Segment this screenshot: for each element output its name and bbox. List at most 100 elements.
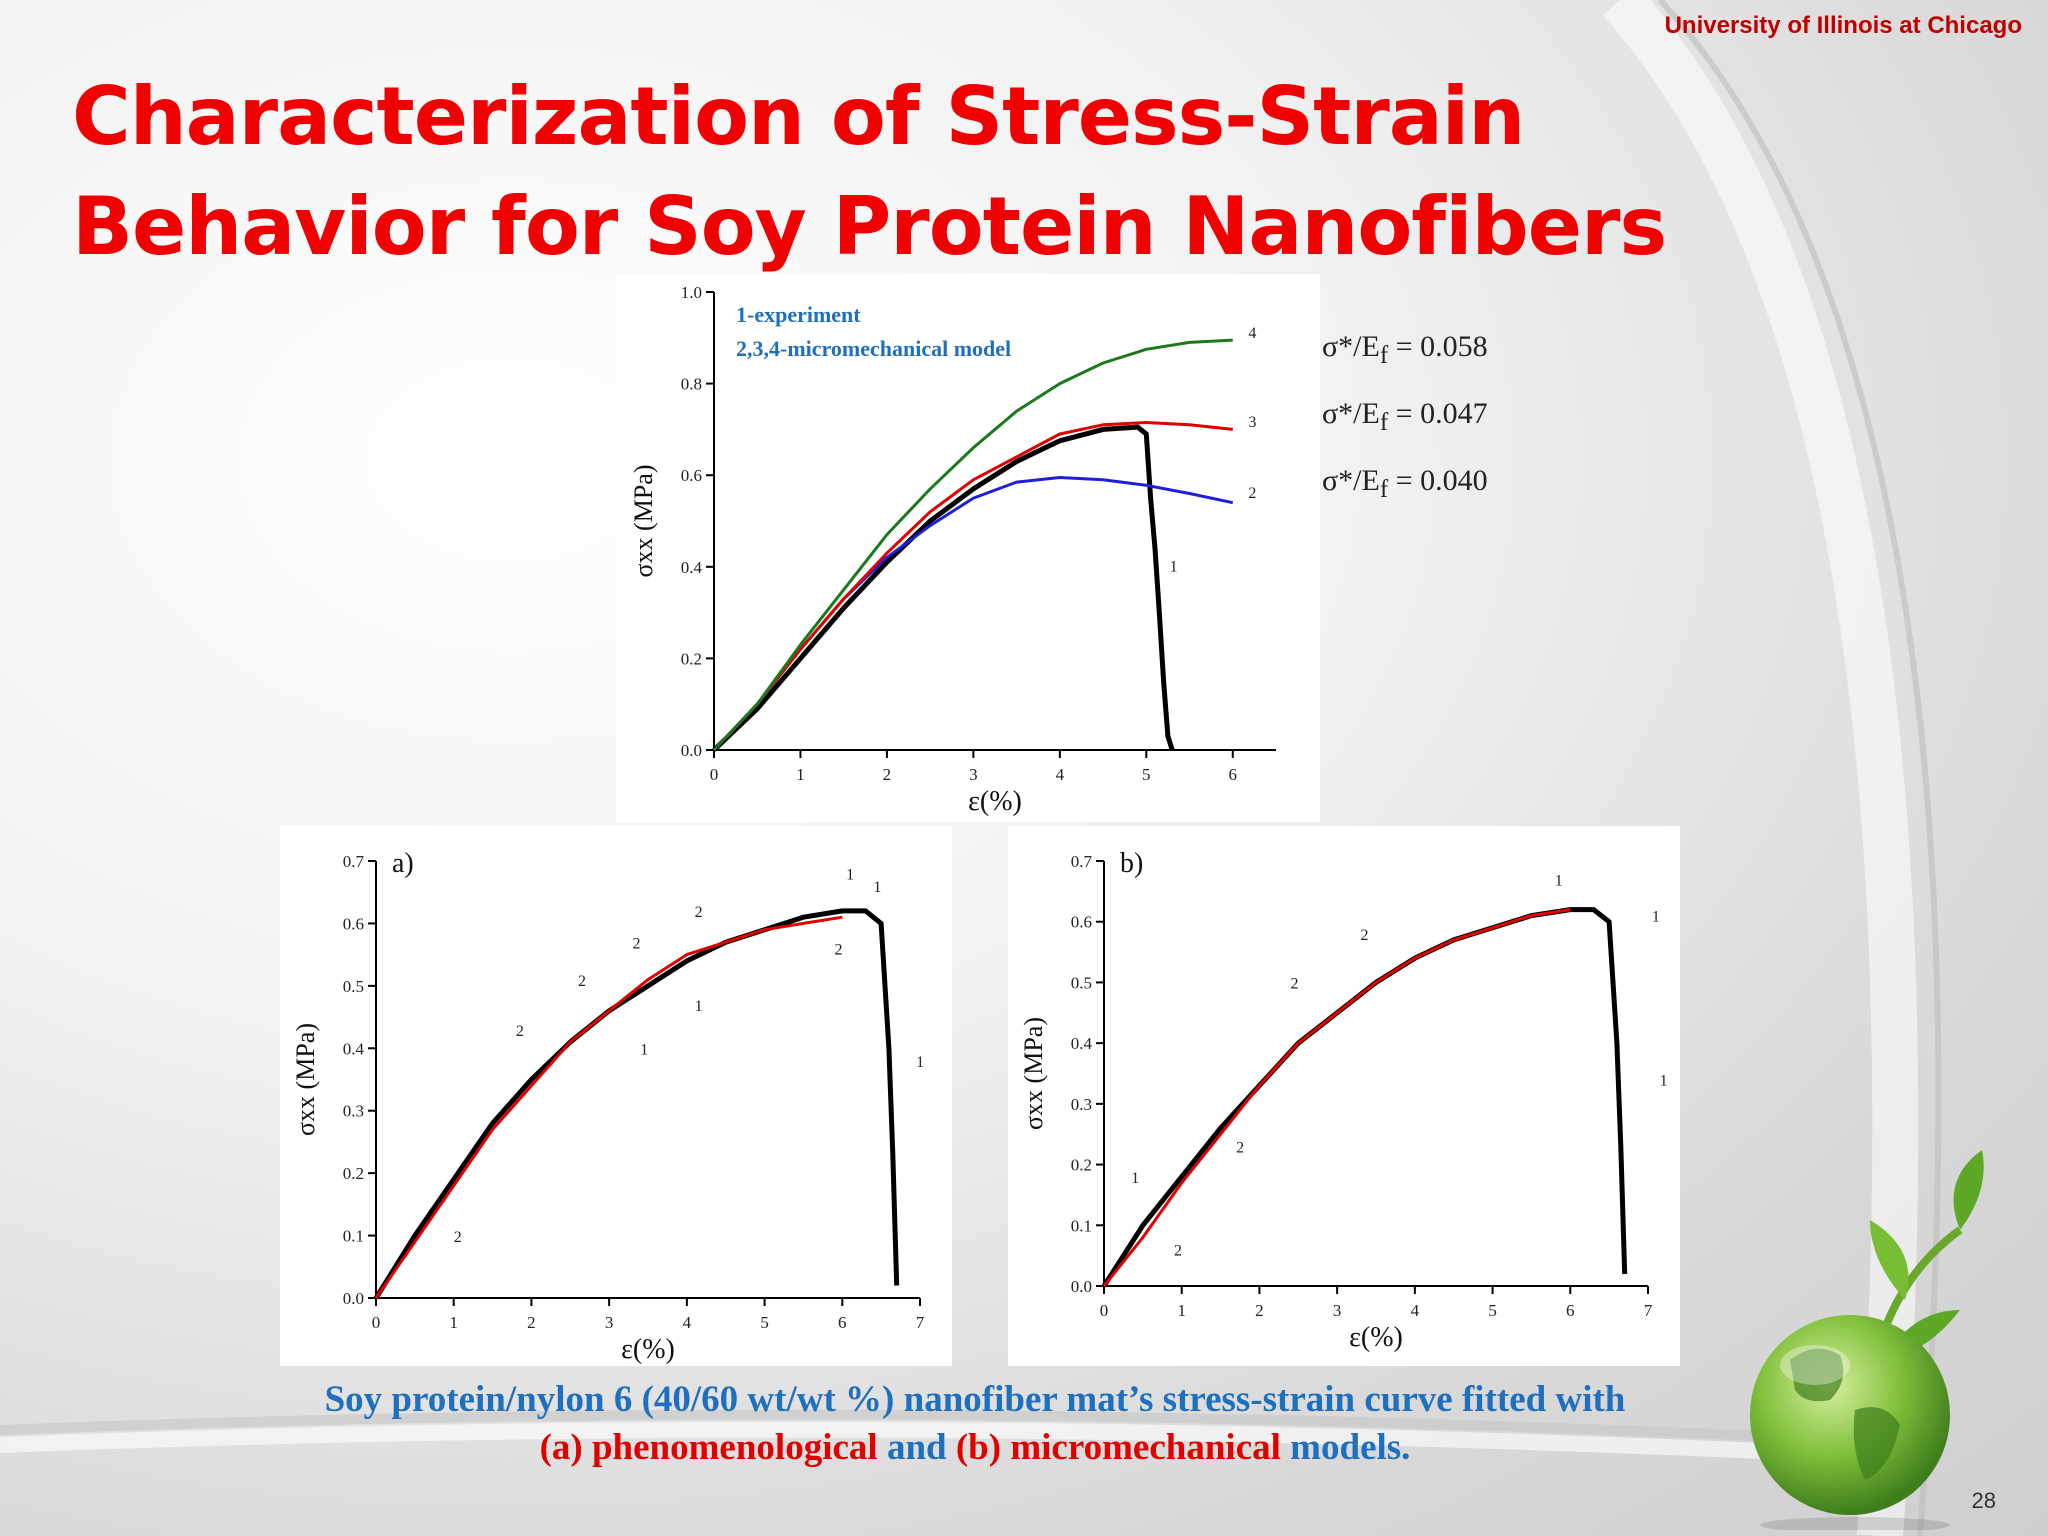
curve-label: 2 (454, 1229, 462, 1246)
globe-plant-icon (1750, 1150, 1984, 1530)
x-tick-label: 6 (838, 1313, 847, 1332)
series-2-line (374, 915, 843, 1299)
page-number: 28 (1971, 1488, 1996, 1513)
y-tick-label: 0.6 (681, 466, 702, 485)
y-tick-label: 0.4 (681, 558, 703, 577)
chart-top-panel: 0 1 2 3 4 5 6 0.0 0.2 0.4 0.6 0.8 1.0 ε(%) σxx (MPa) 1-… (616, 274, 1320, 822)
y-tick-label: 1.0 (681, 283, 702, 302)
y-tick-label: 0.2 (343, 1164, 364, 1183)
x-axis-label: ε(%) (621, 1334, 675, 1365)
y-axis-label: σxx (MPa) (1019, 1017, 1048, 1130)
panel-label-a: a) (392, 848, 414, 879)
x-tick-label: 1 (449, 1313, 458, 1332)
chart-b: 0 1 2 3 4 5 6 7 0.0 0.1 0.2 0.3 0.4 0.5 0.6 0.7 ε(%) σxx … (1019, 848, 1668, 1353)
series-2-line (712, 476, 1234, 752)
series-1-line (1101, 907, 1628, 1288)
caption-models: models. (1280, 1427, 1411, 1468)
x-tick-label: 6 (1566, 1301, 1575, 1320)
equation-2: σ*/Ef = 0.047 (1322, 397, 1488, 436)
legend-item-1: 1-experiment (736, 302, 861, 327)
y-tick-label: 0.7 (1071, 852, 1093, 871)
x-axis-label: ε(%) (968, 786, 1022, 817)
y-tick-label: 0.2 (681, 649, 702, 668)
caption-line-1: Soy protein/nylon 6 (40/60 wt/wt %) nano… (324, 1379, 1626, 1420)
title-line-2: Behavior for Soy Protein Nanofibers (72, 180, 1667, 273)
x-tick-label: 0 (372, 1313, 381, 1332)
curve-label: 2 (578, 973, 586, 990)
curve-label: 4 (1248, 325, 1256, 342)
curve-label: 2 (1291, 976, 1299, 993)
y-tick-label: 0.5 (343, 977, 364, 996)
y-tick-label: 0.0 (681, 741, 702, 760)
series-2-line (1102, 908, 1571, 1287)
series-1-line (712, 424, 1175, 752)
title-line-1: Characterization of Stress-Strain (72, 70, 1525, 163)
curve-label: 1 (640, 1042, 648, 1059)
curve-label: 1 (1170, 558, 1178, 575)
caption-line-2: (a) phenomenological and (b) micromechan… (270, 1424, 1680, 1472)
slide-title: Characterization of Stress-Strain Behavi… (72, 62, 1667, 282)
y-tick-label: 0.1 (343, 1227, 364, 1246)
x-tick-label: 7 (916, 1313, 925, 1332)
x-tick-label: 3 (1333, 1301, 1342, 1320)
x-tick-label: 2 (527, 1313, 536, 1332)
series-3-line (712, 421, 1233, 752)
y-axis-label: σxx (MPa) (291, 1023, 320, 1136)
curve-label: 1 (1660, 1073, 1668, 1090)
y-tick-label: 0.8 (681, 375, 702, 394)
curve-label: 1 (1555, 872, 1563, 889)
x-tick-label: 7 (1644, 1301, 1653, 1320)
equation-3: σ*/Ef = 0.040 (1322, 464, 1488, 503)
y-tick-label: 0.2 (1071, 1156, 1092, 1175)
curve-label: 2 (835, 942, 843, 959)
y-tick-label: 0.4 (343, 1039, 365, 1058)
y-tick-label: 0.6 (1071, 913, 1092, 932)
university-label: University of Illinois at Chicago (1664, 12, 2022, 39)
y-axis-label: σxx (MPa) (629, 465, 658, 578)
series-4-line (712, 338, 1233, 752)
curve-label: 2 (695, 904, 703, 921)
x-tick-label: 4 (1056, 765, 1065, 784)
y-tick-label: 0.0 (1071, 1277, 1092, 1296)
curve-label: 1 (846, 867, 854, 884)
x-tick-label: 0 (710, 765, 719, 784)
chart-a-panel: 0 1 2 3 4 5 6 7 0.0 0.1 0.2 0.3 0.4 0.5 0.6 0.7 ε(%) σxx … (280, 826, 952, 1366)
x-tick-label: 5 (1142, 765, 1151, 784)
y-tick-label: 0.0 (343, 1289, 364, 1308)
panel-label-b: b) (1120, 848, 1143, 879)
curve-label: 2 (516, 1023, 524, 1040)
y-tick-label: 0.5 (1071, 973, 1092, 992)
curve-label: 1 (695, 998, 703, 1015)
chart-a: 0 1 2 3 4 5 6 7 0.0 0.1 0.2 0.3 0.4 0.5 0.6 0.7 ε(%) σxx … (291, 848, 925, 1365)
curve-label: 2 (1248, 485, 1256, 502)
x-tick-label: 2 (883, 765, 892, 784)
x-tick-label: 0 (1100, 1301, 1109, 1320)
x-tick-label: 4 (683, 1313, 692, 1332)
curve-label: 2 (1174, 1243, 1182, 1260)
equation-1: σ*/Ef = 0.058 (1322, 330, 1488, 369)
x-tick-label: 2 (1255, 1301, 1264, 1320)
caption-part-a: (a) phenomenological (539, 1427, 878, 1468)
caption-and: and (877, 1427, 956, 1468)
ratio-equations: σ*/Ef = 0.058 σ*/Ef = 0.047 σ*/Ef = 0.04… (1322, 330, 1488, 531)
y-tick-label: 0.7 (343, 852, 365, 871)
legend-item-2: 2,3,4-micromechanical model (736, 336, 1011, 361)
curve-label: 1 (1131, 1170, 1139, 1187)
x-tick-label: 3 (969, 765, 978, 784)
curve-label: 3 (1248, 414, 1256, 431)
curve-label: 2 (1236, 1139, 1244, 1156)
series-1-line (373, 908, 900, 1300)
chart-top: 0 1 2 3 4 5 6 0.0 0.2 0.4 0.6 0.8 1.0 ε(%) σxx (MPa) 1-… (629, 283, 1276, 817)
x-tick-label: 3 (605, 1313, 614, 1332)
x-tick-label: 1 (1177, 1301, 1186, 1320)
curve-label: 1 (916, 1054, 924, 1071)
x-tick-label: 5 (760, 1313, 769, 1332)
curve-label: 1 (873, 879, 881, 896)
figure-caption: Soy protein/nylon 6 (40/60 wt/wt %) nano… (270, 1376, 1680, 1472)
x-tick-label: 1 (796, 765, 805, 784)
x-axis-label: ε(%) (1349, 1322, 1403, 1353)
x-tick-label: 4 (1411, 1301, 1420, 1320)
x-tick-label: 6 (1229, 765, 1238, 784)
y-tick-label: 0.1 (1071, 1216, 1092, 1235)
